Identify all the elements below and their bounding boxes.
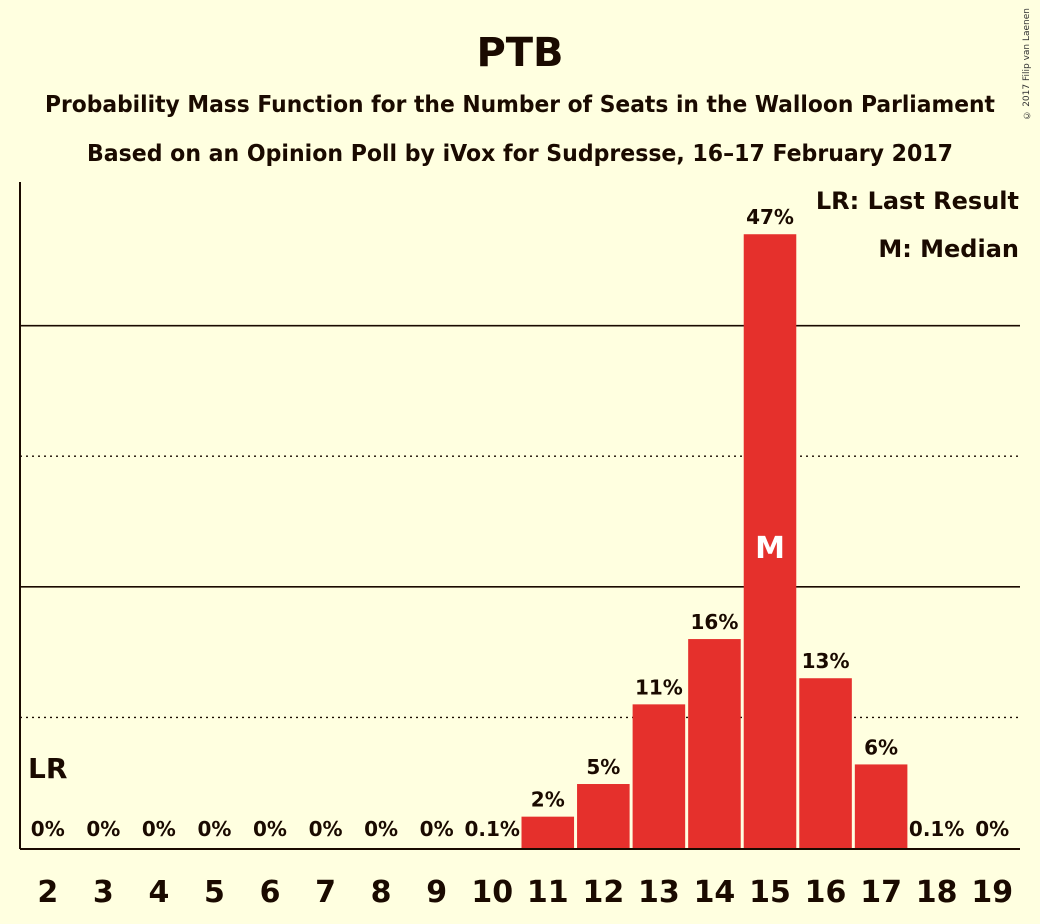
value-label-5: 0% — [197, 817, 231, 841]
bar-13 — [632, 704, 686, 848]
value-label-12: 5% — [586, 755, 620, 779]
x-tick-17: 17 — [860, 875, 902, 910]
copyright-notice: © 2017 Filip van Laenen — [1022, 8, 1032, 120]
legend-last-result: LR: Last Result — [816, 187, 1019, 215]
x-tick-6: 6 — [260, 875, 281, 910]
value-label-18: 0.1% — [909, 817, 964, 841]
value-label-19: 0% — [975, 817, 1009, 841]
bar-12 — [577, 784, 630, 848]
value-label-9: 0% — [420, 817, 454, 841]
bars — [521, 234, 908, 848]
value-label-7: 0% — [309, 817, 343, 841]
value-label-6: 0% — [253, 817, 287, 841]
x-tick-12: 12 — [582, 875, 624, 910]
x-tick-7: 7 — [315, 875, 336, 910]
value-label-13: 11% — [635, 675, 683, 699]
value-label-16: 13% — [802, 649, 850, 673]
x-tick-11: 11 — [527, 875, 569, 910]
value-label-15: 47% — [746, 205, 794, 229]
x-tick-3: 3 — [93, 875, 114, 910]
chart-subtitle-1: Probability Mass Function for the Number… — [45, 92, 995, 118]
last-result-marker: LR — [28, 752, 67, 785]
x-tick-13: 13 — [638, 875, 680, 910]
x-tick-18: 18 — [916, 875, 958, 910]
value-label-10: 0.1% — [464, 817, 519, 841]
value-label-11: 2% — [531, 788, 565, 812]
value-label-14: 16% — [691, 610, 739, 634]
x-tick-2: 2 — [37, 875, 58, 910]
x-tick-8: 8 — [371, 875, 392, 910]
bar-11 — [521, 816, 575, 848]
x-tick-14: 14 — [694, 875, 736, 910]
chart-title: PTB — [476, 30, 563, 76]
x-tick-19: 19 — [971, 875, 1013, 910]
x-tick-16: 16 — [805, 875, 847, 910]
bar-16 — [799, 678, 852, 848]
x-tick-5: 5 — [204, 875, 225, 910]
value-label-2: 0% — [31, 817, 65, 841]
value-label-4: 0% — [142, 817, 176, 841]
chart-subtitle-2: Based on an Opinion Poll by iVox for Sud… — [87, 141, 953, 167]
value-labels: 0% 0% 0% 0% 0% 0% 0% 0% 0.1% 2% 5% 11% 16% 47% 13% 6% 0.… — [31, 205, 1009, 841]
x-tick-15: 15 — [749, 875, 791, 910]
bar-15 — [743, 234, 797, 848]
value-label-17: 6% — [864, 735, 898, 759]
gridlines — [20, 324, 1020, 719]
value-label-8: 0% — [364, 817, 398, 841]
bar-14 — [688, 639, 741, 848]
value-label-3: 0% — [86, 817, 120, 841]
x-tick-10: 10 — [471, 875, 513, 910]
median-marker: M — [755, 531, 785, 566]
x-tick-9: 9 — [426, 875, 447, 910]
bar-17 — [854, 764, 908, 848]
x-axis-tick-labels: 2 3 4 5 6 7 8 9 10 11 12 13 14 15 16 17 18 19 — [37, 875, 1013, 910]
x-tick-4: 4 — [148, 875, 169, 910]
legend-median: M: Median — [878, 235, 1019, 263]
